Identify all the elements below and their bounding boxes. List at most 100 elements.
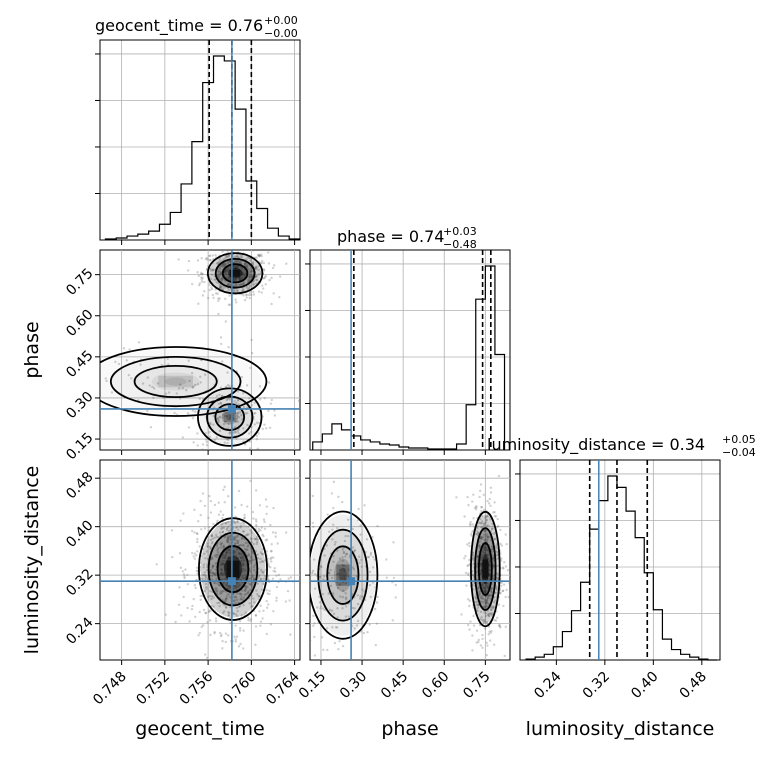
sample-point (394, 596, 397, 599)
sample-point (209, 609, 212, 613)
sample-point (220, 277, 223, 281)
sample-point (210, 597, 213, 601)
sample-point (237, 398, 240, 402)
sample-point (392, 541, 395, 544)
sample-point (224, 536, 227, 539)
sample-point (270, 398, 274, 402)
title-luminosity-distance-label: luminosity_distance (487, 435, 646, 455)
sample-point (197, 274, 201, 277)
sample-point (210, 542, 214, 545)
sample-point (232, 551, 235, 555)
sample-point (318, 595, 321, 599)
sample-point (274, 531, 277, 535)
sample-point (263, 520, 266, 524)
sample-point (205, 587, 208, 590)
sample-point (217, 402, 221, 405)
sample-point (218, 297, 221, 300)
sample-point (477, 544, 481, 547)
sample-point (244, 541, 248, 545)
sample-point (485, 518, 489, 522)
sample-point (250, 538, 253, 541)
panel-inner-geocent_time-luminosity_distance (155, 479, 295, 660)
sample-point (234, 278, 237, 282)
sample-point (491, 606, 495, 609)
truth-marker (227, 577, 236, 586)
sample-point (482, 522, 486, 525)
sample-point (205, 550, 209, 553)
tick-label-x-luminosity_distance: 0.32 (580, 669, 613, 702)
sample-point (248, 440, 252, 443)
sample-point (218, 286, 222, 290)
sample-point (267, 250, 269, 251)
sample-point (330, 492, 334, 495)
sample-point (241, 288, 245, 291)
sample-point (342, 550, 346, 554)
sample-point (503, 561, 506, 564)
sample-point (193, 584, 197, 587)
sample-point (237, 528, 240, 532)
sample-point (250, 583, 254, 587)
sample-point (248, 272, 252, 275)
sample-point (486, 548, 490, 552)
sample-point (467, 446, 469, 448)
sample-point (376, 595, 379, 599)
sample-point (235, 535, 239, 538)
sample-point (236, 414, 239, 418)
sample-point (488, 612, 491, 615)
sample-point (240, 276, 244, 280)
sample-point (460, 613, 463, 616)
sample-point (233, 426, 237, 429)
sample-point (472, 614, 475, 618)
sample-point (211, 293, 215, 297)
sample-point (244, 264, 247, 267)
sample-point (481, 520, 484, 523)
sample-point (234, 624, 237, 627)
sample-point (226, 634, 230, 637)
sample-point (486, 597, 489, 600)
sample-point (194, 410, 197, 413)
sample-point (211, 269, 215, 272)
sample-point (185, 388, 188, 392)
sample-point (347, 534, 350, 538)
sample-point (232, 278, 235, 282)
sample-point (493, 538, 497, 541)
tick-label-y-phase: 0.45 (63, 348, 96, 381)
sample-point (470, 534, 473, 537)
sample-point (207, 610, 211, 614)
sample-point (215, 436, 218, 439)
sample-point (228, 535, 232, 539)
sample-point (212, 572, 216, 576)
sample-point (258, 504, 262, 507)
sample-point (227, 254, 231, 258)
sample-point (255, 589, 258, 592)
sample-point (485, 654, 488, 657)
ylabel-phase: phase (21, 321, 43, 378)
sample-point (482, 551, 485, 554)
sample-point (352, 568, 356, 571)
sample-point (139, 363, 142, 366)
sample-point (249, 270, 252, 274)
sample-point (206, 542, 209, 545)
sample-point (245, 384, 249, 387)
sample-point (223, 610, 226, 613)
sample-point (243, 560, 246, 563)
sample-point (196, 444, 199, 447)
tick-label-x-luminosity_distance: 0.40 (628, 669, 661, 702)
sample-point (325, 627, 329, 630)
sample-point (209, 423, 212, 426)
sample-point (492, 606, 496, 609)
sample-point (470, 532, 473, 536)
sample-point (221, 590, 224, 593)
sample-point (269, 566, 272, 569)
sample-point (225, 538, 229, 542)
sample-point (264, 274, 267, 278)
sample-point (345, 552, 349, 556)
sample-point (232, 417, 235, 421)
sample-point (482, 533, 486, 536)
sample-point (360, 565, 363, 568)
sample-point (239, 283, 242, 286)
sample-point (254, 489, 258, 492)
sample-point (128, 348, 131, 351)
sample-point (182, 595, 185, 599)
sample-point (332, 523, 335, 526)
